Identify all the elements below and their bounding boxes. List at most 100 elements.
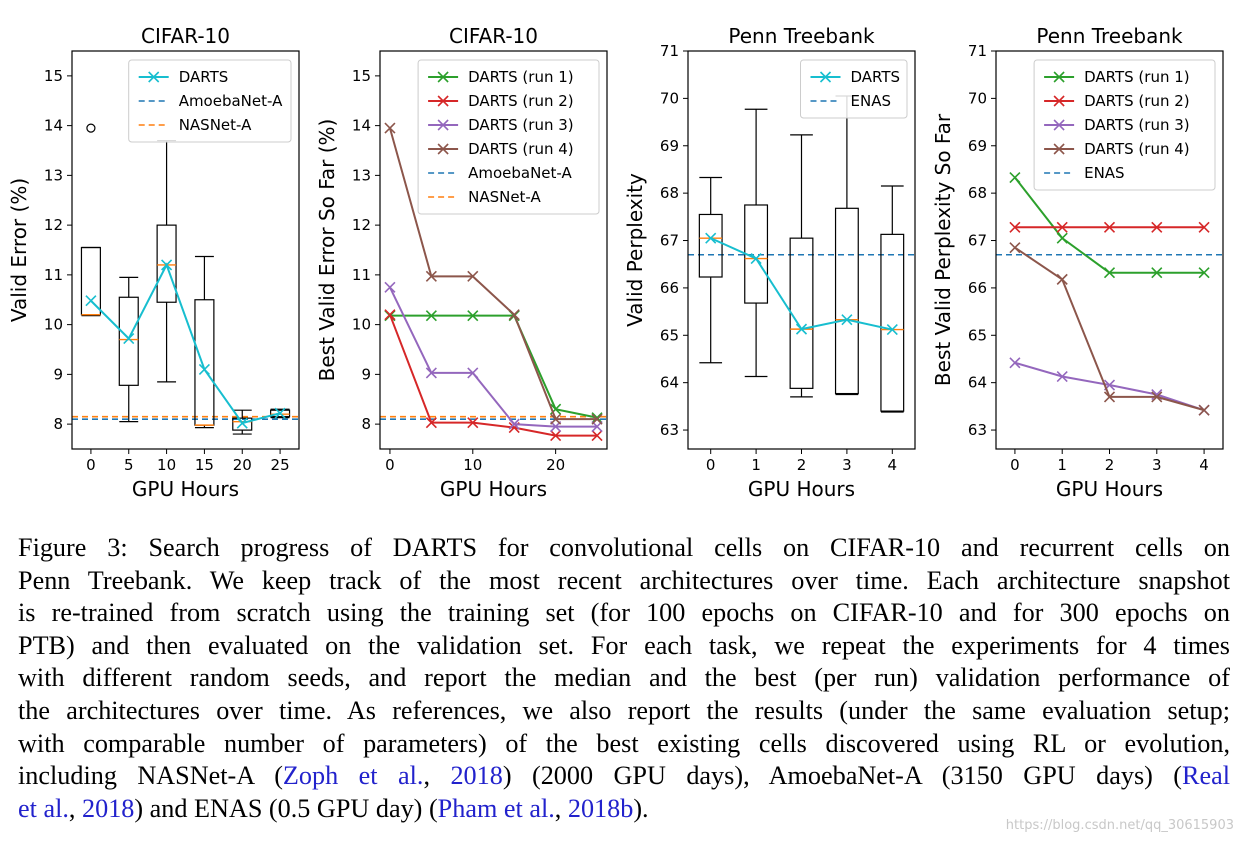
- box-0: [698, 176, 723, 364]
- citation-link[interactable]: et al.: [18, 793, 69, 823]
- legend-item: ENAS: [810, 92, 891, 110]
- box-body: [118, 296, 139, 386]
- caption-text: with different random seeds, and report …: [18, 663, 1230, 693]
- y-tick-label: 66: [968, 279, 987, 297]
- series-darts-run-4-: [384, 122, 603, 425]
- plot-frame: [379, 50, 608, 450]
- legend-label: AmoebaNet-A: [179, 92, 283, 110]
- series-line: [389, 314, 598, 419]
- legend: DARTS (run 1) DARTS (run 2) DARTS (run 3) D…: [417, 59, 600, 215]
- citation-link[interactable]: Zoph et al.: [282, 761, 424, 791]
- x-tick-label: 15: [195, 456, 214, 474]
- box-body: [880, 233, 905, 412]
- y-tick-label: 66: [660, 279, 679, 297]
- data-point: [467, 417, 479, 429]
- legend-marker: [437, 95, 449, 107]
- x-tick-label: 0: [86, 456, 96, 474]
- y-tick-label: 68: [660, 184, 679, 202]
- citation-link[interactable]: 2018: [82, 793, 135, 823]
- legend-label: DARTS: [179, 68, 229, 86]
- legend-label: DARTS (run 4): [468, 140, 574, 158]
- legend-label: NASNet-A: [179, 116, 252, 134]
- legend-item: AmoebaNet-A: [428, 164, 573, 182]
- y-tick-label: 10: [44, 316, 63, 334]
- x-axis-label: GPU Hours: [1056, 477, 1163, 501]
- legend-item: DARTS (run 1): [1044, 68, 1190, 86]
- y-tick-label: 13: [352, 166, 371, 184]
- y-tick-label: 70: [660, 89, 679, 107]
- series-darts-run-1-: [384, 310, 603, 424]
- legend-marker: [1053, 119, 1065, 131]
- box-body: [156, 224, 177, 303]
- x-tick-label: 0: [706, 456, 716, 474]
- y-tick-label: 9: [53, 365, 63, 383]
- box-3: [834, 95, 859, 396]
- data-point: [1103, 267, 1116, 279]
- caption-text: ,: [68, 793, 82, 823]
- caption-text: Penn Treebank. We keep track of the most…: [18, 565, 1230, 595]
- y-tick-label: 11: [352, 266, 371, 284]
- chart-title: CIFAR-10: [449, 24, 538, 48]
- data-point: [1009, 221, 1021, 233]
- data-point: [274, 407, 286, 419]
- data-point: [467, 270, 479, 282]
- legend-label: DARTS (run 1): [1084, 68, 1190, 86]
- y-tick-label: 67: [968, 232, 987, 250]
- caption-text: ) (2000 GPU days), AmoebaNet-A (3150 GPU…: [502, 761, 1183, 791]
- citation-link[interactable]: 2018: [450, 761, 503, 791]
- caption-text: PTB) and then evaluated on the validatio…: [18, 630, 1230, 660]
- data-point: [1198, 404, 1210, 416]
- box-body: [698, 213, 723, 278]
- y-axis-label: Best Valid Error So Far (%): [315, 119, 339, 382]
- y-tick-label: 67: [660, 232, 679, 250]
- data-point: [161, 259, 173, 271]
- y-tick-label: 9: [361, 365, 371, 383]
- data-point: [236, 417, 248, 429]
- legend-item: DARTS (run 3): [428, 116, 574, 134]
- x-tick-label: 5: [124, 456, 134, 474]
- data-point: [1151, 391, 1163, 403]
- y-tick-label: 13: [44, 166, 63, 184]
- caption-text: the architectures over time. As referenc…: [18, 695, 1230, 725]
- x-tick-label: 2: [797, 456, 807, 474]
- data-point: [591, 412, 603, 424]
- data-point: [1009, 242, 1021, 254]
- legend-item: DARTS (run 2): [428, 92, 574, 110]
- data-point: [1103, 391, 1116, 403]
- y-tick-label: 8: [361, 415, 371, 433]
- citation-link[interactable]: 2018b: [567, 793, 634, 823]
- series-line: [710, 237, 893, 331]
- box-10: [156, 139, 177, 383]
- data-point: [750, 252, 762, 265]
- watermark: https://blog.csdn.net/qq_30615903: [1005, 818, 1234, 833]
- data-point: [1103, 221, 1116, 233]
- data-point: [384, 309, 396, 321]
- series-darts-run-3-: [1009, 357, 1210, 416]
- legend-marker: [437, 119, 449, 131]
- x-axis-label: GPU Hours: [440, 477, 547, 501]
- y-tick-label: 10: [352, 316, 371, 334]
- legend-box: [1033, 59, 1216, 191]
- plot-frame: [71, 50, 300, 450]
- box-15: [194, 255, 215, 429]
- data-point: [591, 430, 603, 442]
- y-tick-label: 14: [44, 117, 63, 135]
- caption-text: ,: [423, 761, 451, 791]
- chart-panel-2: CIFAR-10 GPU Hours Best Valid Error So Far…: [315, 24, 608, 501]
- chart-title: CIFAR-10: [141, 24, 230, 48]
- series-line: [388, 127, 598, 421]
- series-darts: [705, 232, 898, 336]
- chart-panel-3: Penn Treebank GPU Hours Valid Perplexity 0 1…: [623, 24, 916, 501]
- series-darts-run-4-: [1009, 242, 1210, 416]
- caption-text: ,: [554, 793, 568, 823]
- x-tick-label: 3: [1152, 456, 1162, 474]
- legend-label: NASNet-A: [468, 188, 541, 206]
- citation-link[interactable]: Pham et al.: [437, 793, 555, 823]
- caption-text: including NASNet-A (: [18, 761, 283, 791]
- box-outlier: [86, 123, 96, 133]
- citation-link[interactable]: Real: [1182, 761, 1231, 791]
- y-tick-label: 65: [968, 326, 987, 344]
- data-point: [508, 418, 520, 430]
- data-point: [425, 417, 437, 429]
